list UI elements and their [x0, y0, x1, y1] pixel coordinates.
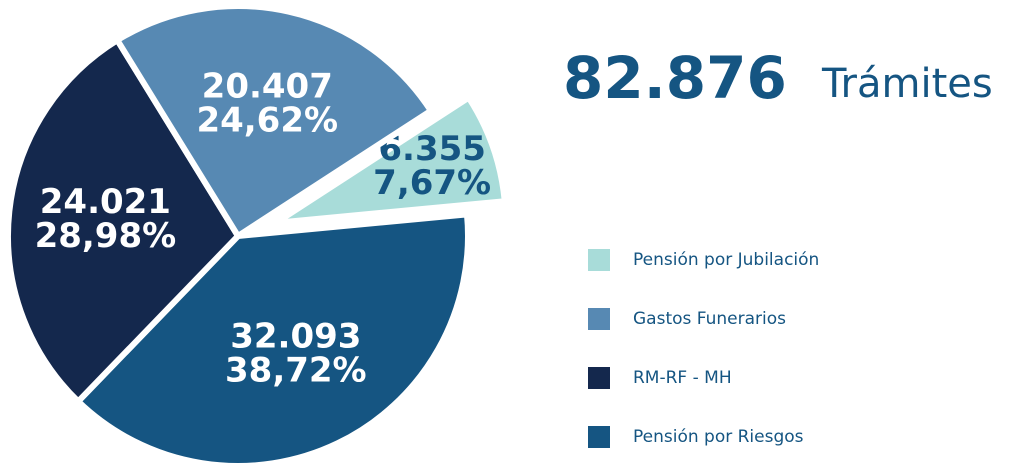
value-label: 24.021: [40, 182, 171, 222]
total: 82.876: [563, 44, 787, 112]
legend-swatch: [588, 367, 610, 389]
legend-label: RM-RF - MH: [633, 368, 732, 388]
legend-label: Gastos Funerarios: [633, 309, 786, 329]
legend-swatch: [588, 308, 610, 330]
legend-label: Pensión por Riesgos: [633, 427, 804, 447]
pie-slice: [114, 3, 434, 239]
pie-slice: [5, 37, 241, 405]
percentage-label: 38,72%: [225, 351, 367, 391]
chart-title: Trámites: [821, 61, 993, 107]
percentage-label: 7,67%: [373, 163, 491, 203]
value-label: 32.093: [230, 317, 361, 357]
legend-label: Pensión por Jubilación: [633, 250, 819, 270]
legend-swatch: [588, 249, 610, 271]
percentage-label: 24,62%: [196, 100, 338, 140]
pie-slice: [75, 211, 471, 464]
pie-slice: [272, 94, 508, 226]
legend-swatch: [588, 426, 610, 448]
percentage-label: 28,98%: [35, 216, 177, 256]
value-label: 20.407: [202, 66, 333, 106]
